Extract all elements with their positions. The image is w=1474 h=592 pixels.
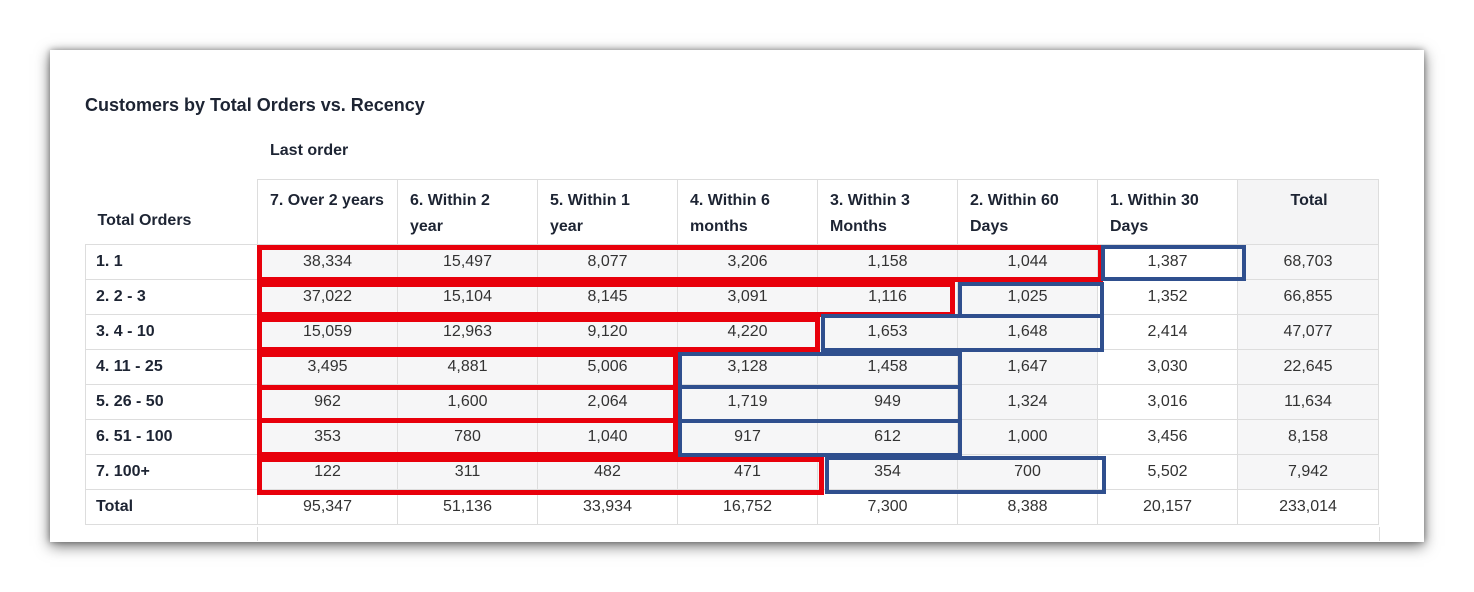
table-row: 1. 1 38,334 15,497 8,077 3,206 1,158 1,044 1,38… — [85, 244, 1379, 280]
table-cell: 4,220 — [677, 314, 818, 350]
table-cell: 471 — [677, 454, 818, 490]
column-header[interactable]: 2. Within 60 Days — [957, 179, 1098, 245]
table-cell: 38,334 — [257, 244, 398, 280]
table-cell: 1,158 — [817, 244, 958, 280]
table-cell: 1,458 — [817, 349, 958, 385]
table-cell: 16,752 — [677, 489, 818, 525]
table-cell: 1,647 — [957, 349, 1098, 385]
column-header[interactable]: 6. Within 2 year — [397, 179, 538, 245]
table-cell: 354 — [817, 454, 958, 490]
table-cell: 15,497 — [397, 244, 538, 280]
table-cell: 1,025 — [957, 279, 1098, 315]
row-label: 6. 51 - 100 — [85, 419, 258, 455]
table-cell: 7,300 — [817, 489, 958, 525]
table-cell: 8,077 — [537, 244, 678, 280]
table-cell: 1,648 — [957, 314, 1098, 350]
table-cell: 1,387 — [1097, 244, 1238, 280]
table-row: 7. 100+ 122 311 482 471 354 700 5,502 7,942 — [85, 454, 1379, 490]
report-title: Customers by Total Orders vs. Recency — [85, 95, 425, 115]
column-header[interactable]: 3. Within 3 Months — [817, 179, 958, 245]
table-cell: 1,040 — [537, 419, 678, 455]
table-cell: 3,128 — [677, 349, 818, 385]
table-cell: 962 — [257, 384, 398, 420]
row-total-cell: 22,645 — [1237, 349, 1379, 385]
table-cell: 3,456 — [1097, 419, 1238, 455]
table-row: 6. 51 - 100 353 780 1,040 917 612 1,000 3,456 8,… — [85, 419, 1379, 455]
row-total-cell: 11,634 — [1237, 384, 1379, 420]
row-label: 4. 11 - 25 — [85, 349, 258, 385]
table-cell: 700 — [957, 454, 1098, 490]
table-cell: 122 — [257, 454, 398, 490]
column-group-label: Last order — [270, 142, 349, 159]
table-cell: 780 — [397, 419, 538, 455]
table-cell: 1,324 — [957, 384, 1098, 420]
table-cell: 20,157 — [1097, 489, 1238, 525]
table-cell: 8,388 — [957, 489, 1098, 525]
table-cell: 15,104 — [397, 279, 538, 315]
table-cell: 949 — [817, 384, 958, 420]
table-cell: 3,030 — [1097, 349, 1238, 385]
table-cell: 3,091 — [677, 279, 818, 315]
table-cell: 33,934 — [537, 489, 678, 525]
row-label: 2. 2 - 3 — [85, 279, 258, 315]
row-total-cell: 66,855 — [1237, 279, 1379, 315]
row-label: Total — [85, 489, 258, 525]
table-cell: 1,044 — [957, 244, 1098, 280]
row-total-cell: 7,942 — [1237, 454, 1379, 490]
table-cell: 51,136 — [397, 489, 538, 525]
table-cell: 4,881 — [397, 349, 538, 385]
table-row: 5. 26 - 50 962 1,600 2,064 1,719 949 1,324 3,01… — [85, 384, 1379, 420]
table-cell: 5,502 — [1097, 454, 1238, 490]
table-cell: 1,653 — [817, 314, 958, 350]
pivot-table: Total Orders 7. Over 2 years 6. Within 2… — [85, 179, 1379, 525]
table-cell: 3,206 — [677, 244, 818, 280]
header-row: Total Orders 7. Over 2 years 6. Within 2… — [85, 179, 1379, 245]
table-cell: 1,000 — [957, 419, 1098, 455]
table-cell: 37,022 — [257, 279, 398, 315]
table-cell: 612 — [817, 419, 958, 455]
table-row: 2. 2 - 3 37,022 15,104 8,145 3,091 1,116 1,025… — [85, 279, 1379, 315]
row-total-cell: 8,158 — [1237, 419, 1379, 455]
table-cell: 12,963 — [397, 314, 538, 350]
table-bottom-edge — [257, 527, 1380, 541]
column-header[interactable]: 7. Over 2 years — [257, 179, 398, 245]
row-total-cell: 233,014 — [1237, 489, 1379, 525]
table-cell: 15,059 — [257, 314, 398, 350]
table-cell: 1,116 — [817, 279, 958, 315]
row-total-cell: 47,077 — [1237, 314, 1379, 350]
column-header[interactable]: 1. Within 30 Days — [1097, 179, 1238, 245]
row-label: 3. 4 - 10 — [85, 314, 258, 350]
table-cell: 917 — [677, 419, 818, 455]
table-cell: 5,006 — [537, 349, 678, 385]
table-cell: 482 — [537, 454, 678, 490]
table-cell: 1,719 — [677, 384, 818, 420]
table-cell: 3,495 — [257, 349, 398, 385]
column-header[interactable]: 4. Within 6 months — [677, 179, 818, 245]
column-header[interactable]: 5. Within 1 year — [537, 179, 678, 245]
table-cell: 9,120 — [537, 314, 678, 350]
total-column-header[interactable]: Total — [1237, 179, 1379, 245]
table-cell: 8,145 — [537, 279, 678, 315]
table-cell: 95,347 — [257, 489, 398, 525]
table-cell: 1,600 — [397, 384, 538, 420]
table-row: 4. 11 - 25 3,495 4,881 5,006 3,128 1,458 1,647… — [85, 349, 1379, 385]
row-label: 1. 1 — [85, 244, 258, 280]
row-total-cell: 68,703 — [1237, 244, 1379, 280]
row-label: 7. 100+ — [85, 454, 258, 490]
total-row: Total 95,347 51,136 33,934 16,752 7,300 8,388 2… — [85, 489, 1379, 525]
table-cell: 353 — [257, 419, 398, 455]
row-label: 5. 26 - 50 — [85, 384, 258, 420]
row-header-label: Total Orders — [85, 179, 258, 245]
table-cell: 1,352 — [1097, 279, 1238, 315]
table-cell: 3,016 — [1097, 384, 1238, 420]
table-cell: 2,064 — [537, 384, 678, 420]
table-cell: 311 — [397, 454, 538, 490]
table-cell: 2,414 — [1097, 314, 1238, 350]
table-row: 3. 4 - 10 15,059 12,963 9,120 4,220 1,653 1,64… — [85, 314, 1379, 350]
